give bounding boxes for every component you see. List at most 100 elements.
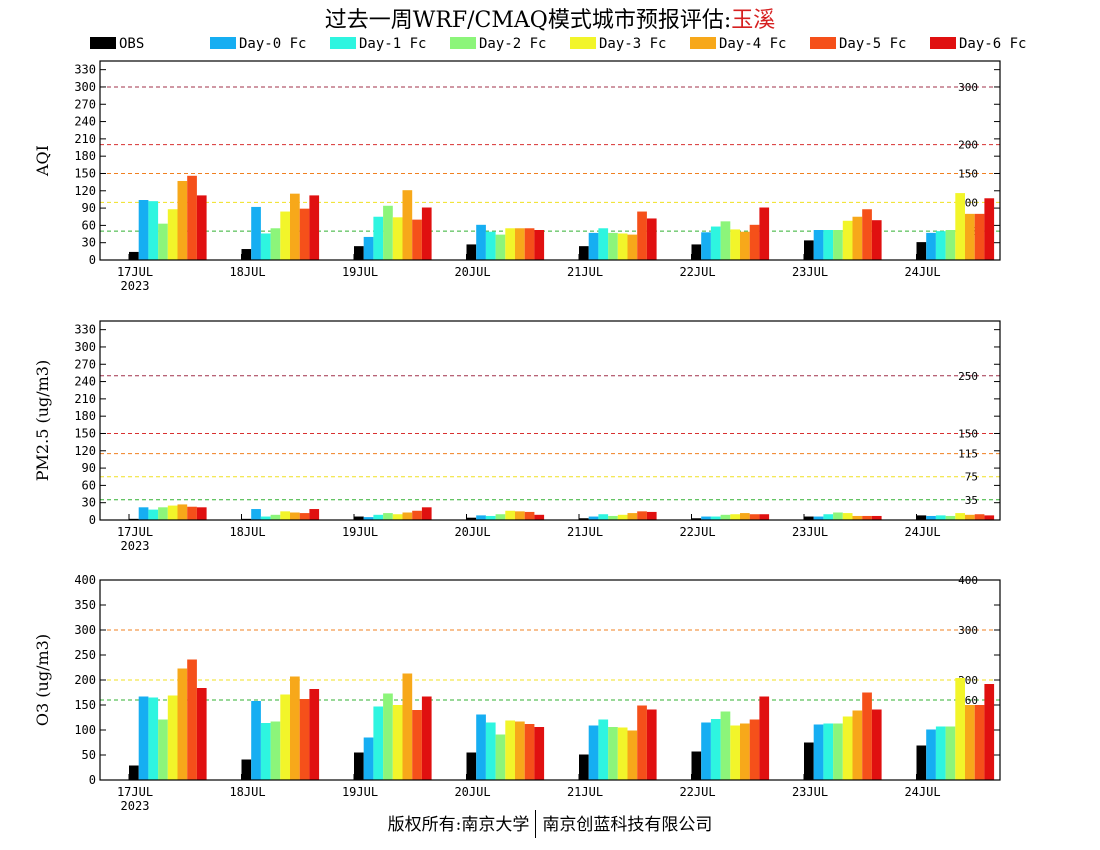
bar <box>495 734 506 780</box>
bar <box>299 208 310 260</box>
bar <box>974 213 985 260</box>
y-tick-label: 240 <box>74 375 96 389</box>
x-year-label: 2023 <box>121 799 150 813</box>
bar <box>363 236 374 260</box>
bar <box>241 759 252 780</box>
y-tick-label: 0 <box>89 253 96 267</box>
x-tick-label: 23JUL <box>792 265 828 279</box>
chart-panel-1: 250 150 115 75 35 0 30 60 90 120 150 180 210 240 270 30… <box>33 320 1001 553</box>
threshold-label: 35 <box>965 494 978 507</box>
y-tick-label: 120 <box>74 184 96 198</box>
bar <box>280 211 290 260</box>
y-tick-label: 90 <box>82 461 96 475</box>
bar <box>852 216 863 260</box>
bar <box>935 726 946 780</box>
x-tick-label: 18JUL <box>229 525 265 539</box>
bar <box>730 514 740 520</box>
legend-label: Day-6 Fc <box>959 36 1027 52</box>
bar <box>916 745 927 780</box>
bar <box>412 219 422 260</box>
bar <box>945 230 956 260</box>
bar <box>466 752 477 780</box>
bar <box>646 709 657 780</box>
x-tick-label: 18JUL <box>229 785 265 799</box>
y-tick-label: 60 <box>82 478 96 492</box>
bar <box>466 517 477 520</box>
y-tick-label: 300 <box>74 623 96 637</box>
bar <box>187 659 197 780</box>
y-tick-label: 350 <box>74 598 96 612</box>
bar <box>974 514 985 520</box>
bar <box>354 516 364 520</box>
bar <box>862 692 872 780</box>
bar <box>402 190 413 260</box>
bar <box>515 511 525 520</box>
x-tick-label: 22JUL <box>679 265 715 279</box>
bar <box>627 234 638 260</box>
x-tick-label: 19JUL <box>342 265 378 279</box>
legend: OBS Day-0 Fc Day-1 Fc Day-2 Fc Day-3 Fc Day-4… <box>90 36 1050 54</box>
bar <box>646 218 657 260</box>
bar <box>515 721 525 780</box>
x-tick-label: 23JUL <box>792 525 828 539</box>
bar <box>392 705 403 780</box>
legend-swatch <box>810 37 836 49</box>
bar <box>804 742 814 780</box>
footer-right: 南京创蓝科技有限公司 <box>542 815 713 835</box>
bar <box>534 727 545 780</box>
bar <box>505 720 515 780</box>
bar <box>813 230 824 260</box>
y-tick-label: 0 <box>89 513 96 527</box>
bar <box>167 209 178 260</box>
bar <box>251 206 261 260</box>
legend-swatch <box>570 37 596 49</box>
bar <box>617 233 628 260</box>
bar <box>852 515 863 520</box>
legend-swatch <box>450 37 476 49</box>
threshold-label: 75 <box>965 471 978 484</box>
legend-item-5: Day-4 Fc <box>690 36 786 54</box>
bar <box>759 696 770 780</box>
bar <box>823 230 834 260</box>
bar <box>945 515 956 520</box>
bar <box>158 223 168 260</box>
bar <box>392 514 403 520</box>
bar <box>935 231 946 260</box>
bar <box>412 710 422 780</box>
bar <box>167 505 178 520</box>
bar <box>524 228 535 260</box>
x-tick-label: 24JUL <box>904 525 940 539</box>
footer: 版权所有:南京大学 南京创蓝科技有限公司 <box>0 810 1100 838</box>
bar <box>935 515 946 520</box>
bar <box>383 205 393 260</box>
bar <box>241 249 252 260</box>
bar <box>588 232 599 260</box>
y-tick-label: 150 <box>74 698 96 712</box>
legend-item-7: Day-6 Fc <box>930 36 1026 54</box>
bar <box>710 516 721 520</box>
bar <box>129 251 139 260</box>
bar <box>720 711 731 780</box>
bar <box>524 511 535 520</box>
y-tick-label: 240 <box>74 115 96 129</box>
bar <box>309 195 320 260</box>
bar <box>534 514 545 520</box>
y-tick-label: 180 <box>74 409 96 423</box>
legend-swatch <box>930 37 956 49</box>
y-axis-label: AQI <box>33 145 52 177</box>
bar <box>598 228 609 260</box>
bar <box>177 504 188 520</box>
bar <box>608 727 618 780</box>
bar <box>842 716 853 780</box>
legend-swatch <box>210 37 236 49</box>
y-tick-label: 200 <box>74 673 96 687</box>
bar <box>196 507 207 520</box>
bar <box>916 515 927 520</box>
bar <box>280 511 290 520</box>
bar <box>148 509 159 520</box>
bar <box>804 240 814 260</box>
bar <box>691 518 702 520</box>
bar <box>363 517 374 520</box>
bar <box>749 719 760 780</box>
bar <box>759 207 770 260</box>
